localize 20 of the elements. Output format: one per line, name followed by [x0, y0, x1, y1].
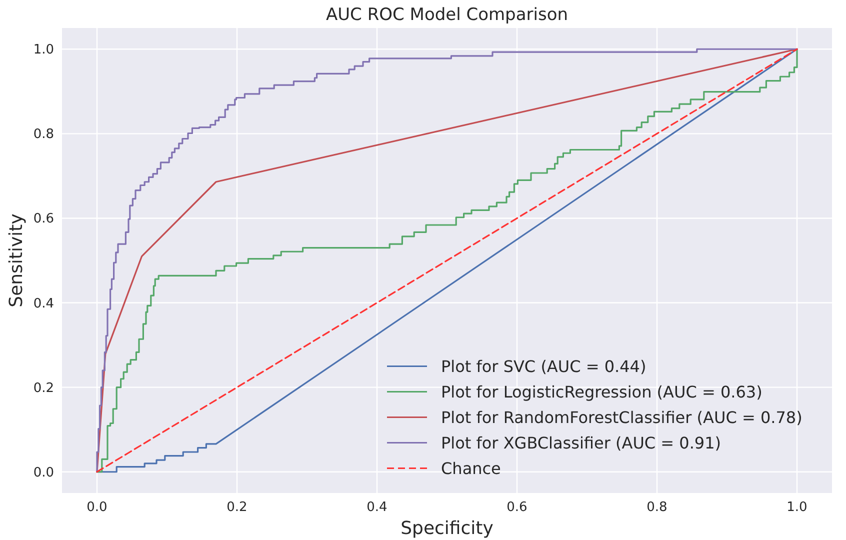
y-tick-label: 0.8 — [33, 127, 54, 142]
y-tick-label: 1.0 — [33, 42, 54, 58]
x-tick-label: 0.0 — [86, 500, 108, 515]
x-tick-label: 0.8 — [646, 500, 668, 515]
x-tick-label: 1.0 — [786, 500, 808, 515]
y-tick-label: 0.6 — [33, 212, 54, 227]
legend-label: Plot for RandomForestClassifier (AUC = 0.78) — [441, 408, 802, 427]
x-tick-label: 0.4 — [366, 500, 388, 515]
y-tick-label: 0.4 — [33, 296, 54, 312]
y-axis-title: Sensitivity — [6, 213, 27, 308]
y-tick-label: 0.2 — [33, 380, 54, 396]
x-tick-label: 0.6 — [506, 500, 528, 515]
legend-label: Chance — [441, 458, 501, 478]
y-tick-label: 0.0 — [33, 465, 54, 480]
legend-label: Plot for LogisticRegression (AUC = 0.63) — [441, 382, 762, 402]
legend-label: Plot for SVC (AUC = 0.44) — [441, 356, 646, 376]
x-tick-label: 0.2 — [226, 500, 248, 515]
chart-title: AUC ROC Model Comparison — [326, 5, 568, 25]
x-axis-title: Specificity — [400, 518, 494, 539]
legend-label: Plot for XGBClassifier (AUC = 0.91) — [441, 433, 722, 452]
